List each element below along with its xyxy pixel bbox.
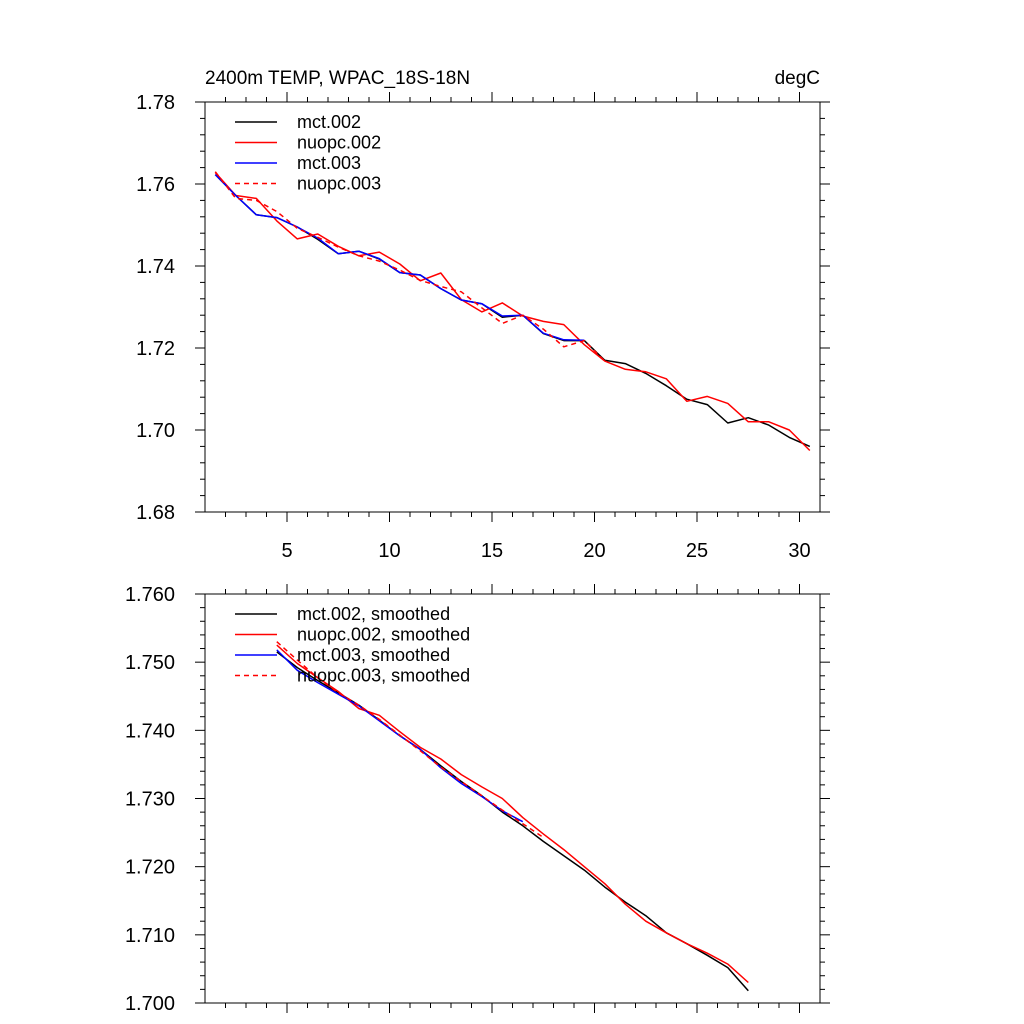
axis-ticks: 5 10 15 20 25 30 1.68 1.70 1.72 1.74 1.76 1.78 (136, 92, 830, 562)
series-line-mct-003 (214, 174, 585, 341)
y-tick-label: 1.750 (125, 652, 175, 674)
y-tick-label: 1.70 (136, 420, 175, 442)
series-line-nuopc-002-smoothed (276, 644, 749, 984)
chart-title-left: 2400m TEMP, WPAC_18S-18N (205, 68, 470, 89)
y-tick-label: 1.68 (136, 502, 175, 524)
x-tick-label: 5 (281, 540, 292, 562)
x-tick-label: 20 (583, 540, 605, 562)
legend-label: nuopc.002, smoothed (297, 625, 470, 645)
series-line-mct-002 (214, 174, 811, 448)
legend-label: mct.003, smoothed (297, 645, 450, 665)
series-line-mct-002-smoothed (276, 651, 749, 992)
top-panel: 5 10 15 20 25 30 1.68 1.70 1.72 1.74 1.76 1.78 mct.0… (136, 92, 830, 562)
x-tick-label: 10 (378, 540, 400, 562)
series-line-nuopc-003 (214, 171, 606, 362)
legend-label: nuopc.003, smoothed (297, 666, 470, 686)
y-tick-label: 1.720 (125, 857, 175, 879)
axis-ticks: 1.700 1.710 1.720 1.730 1.740 1.750 1.760 (125, 584, 830, 1015)
y-tick-label: 1.710 (125, 925, 175, 947)
legend-label: mct.002, smoothed (297, 604, 450, 624)
x-tick-label: 25 (686, 540, 708, 562)
series-group (276, 641, 749, 992)
y-tick-label: 1.740 (125, 720, 175, 742)
y-tick-label: 1.730 (125, 789, 175, 811)
y-tick-label: 1.78 (136, 92, 175, 114)
x-tick-label: 15 (481, 540, 503, 562)
y-tick-label: 1.760 (125, 584, 175, 606)
chart-title-right: degC (775, 68, 820, 89)
legend-label: nuopc.003 (297, 174, 381, 194)
y-tick-label: 1.700 (125, 993, 175, 1015)
y-tick-label: 1.72 (136, 338, 175, 360)
y-tick-label: 1.74 (136, 256, 175, 278)
series-line-nuopc-002 (214, 172, 811, 452)
legend-label: nuopc.002 (297, 133, 381, 153)
x-tick-label: 30 (788, 540, 810, 562)
y-tick-label: 1.76 (136, 174, 175, 196)
series-line-nuopc-003-smoothed (276, 641, 544, 839)
series-group (214, 171, 811, 452)
legend-label: mct.002 (297, 112, 361, 132)
bottom-panel: 1.700 1.710 1.720 1.730 1.740 1.750 1.760 mct.0… (125, 584, 830, 1015)
legend-label: mct.003 (297, 153, 361, 173)
